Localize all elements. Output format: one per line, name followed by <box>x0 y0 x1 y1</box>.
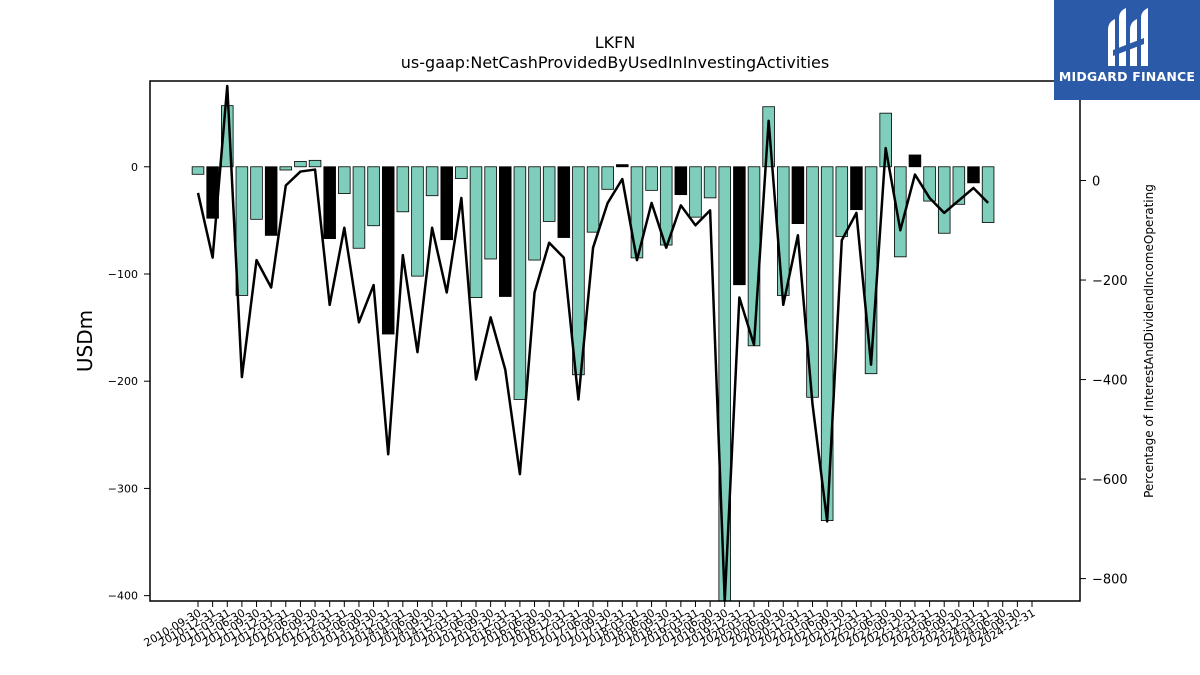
brand-name: MIDGARD FINANCE <box>1058 69 1196 84</box>
bar <box>967 166 980 184</box>
bar <box>396 166 410 213</box>
brand-logo: MIDGARD FINANCE <box>1054 0 1200 100</box>
bar <box>586 166 600 233</box>
bar <box>294 161 307 168</box>
y-axis-label: USDm <box>73 310 97 372</box>
bar <box>703 166 717 199</box>
bar <box>264 166 278 236</box>
y-axis-left: 0 −100 −200 −300 −400 <box>108 161 150 603</box>
y2-tick-label: −600 <box>1092 473 1128 488</box>
bar <box>645 166 658 191</box>
bar <box>791 166 805 224</box>
y-tick-label: −200 <box>108 375 138 388</box>
bar <box>850 166 863 211</box>
bar <box>235 166 249 296</box>
bar <box>455 166 468 179</box>
x-axis: 2010-09-302010-12-312011-03-312011-06-30… <box>142 601 1038 650</box>
bar <box>689 166 702 218</box>
bar <box>542 166 556 222</box>
bar <box>601 166 614 190</box>
bar <box>835 166 849 237</box>
chart-title: LKFN <box>595 33 636 52</box>
bar <box>499 166 512 297</box>
y-tick-label: −100 <box>108 268 138 281</box>
ratio-line <box>196 84 990 603</box>
bar <box>864 166 878 375</box>
bar-group <box>191 105 995 602</box>
bar <box>425 166 439 197</box>
y-axis-right: 2000−200−400−600−800 <box>1080 75 1128 588</box>
chart-subtitle: us-gaap:NetCashProvidedByUsedInInvesting… <box>401 53 829 72</box>
bar <box>411 166 424 277</box>
bar <box>572 166 585 376</box>
bar <box>469 166 483 298</box>
y2-tick-label: −400 <box>1092 374 1128 389</box>
midgard-logo-icon <box>1108 8 1148 66</box>
bar <box>557 166 571 238</box>
y2-tick-label: 0 <box>1092 175 1100 190</box>
bar <box>981 166 995 223</box>
y-tick-label: −400 <box>108 590 138 603</box>
bar <box>381 166 395 335</box>
y2-axis-label: Percentage of InterestAndDividendIncomeO… <box>1142 184 1156 498</box>
bar <box>513 166 527 400</box>
bar <box>747 166 761 347</box>
bar <box>323 166 336 240</box>
bar <box>908 154 922 168</box>
bar <box>937 166 951 234</box>
plot-frame <box>149 80 1081 602</box>
bar <box>616 164 629 168</box>
y-tick-label: 0 <box>131 161 138 174</box>
bar <box>879 112 892 168</box>
bar <box>952 166 966 205</box>
bar <box>250 166 263 220</box>
bar <box>674 166 688 196</box>
y2-tick-label: −200 <box>1092 274 1128 289</box>
bar <box>367 166 380 227</box>
bar <box>308 159 322 168</box>
bar <box>338 166 351 194</box>
bar <box>923 166 936 202</box>
bar <box>484 166 497 260</box>
y-tick-label: −300 <box>108 482 138 495</box>
bar <box>191 166 205 175</box>
y2-tick-label: −800 <box>1092 573 1128 588</box>
bar <box>352 166 366 249</box>
bar <box>777 166 790 296</box>
bar <box>440 166 453 241</box>
bar <box>279 166 293 171</box>
bar <box>528 166 541 261</box>
bar <box>733 166 746 286</box>
bar <box>820 166 834 521</box>
